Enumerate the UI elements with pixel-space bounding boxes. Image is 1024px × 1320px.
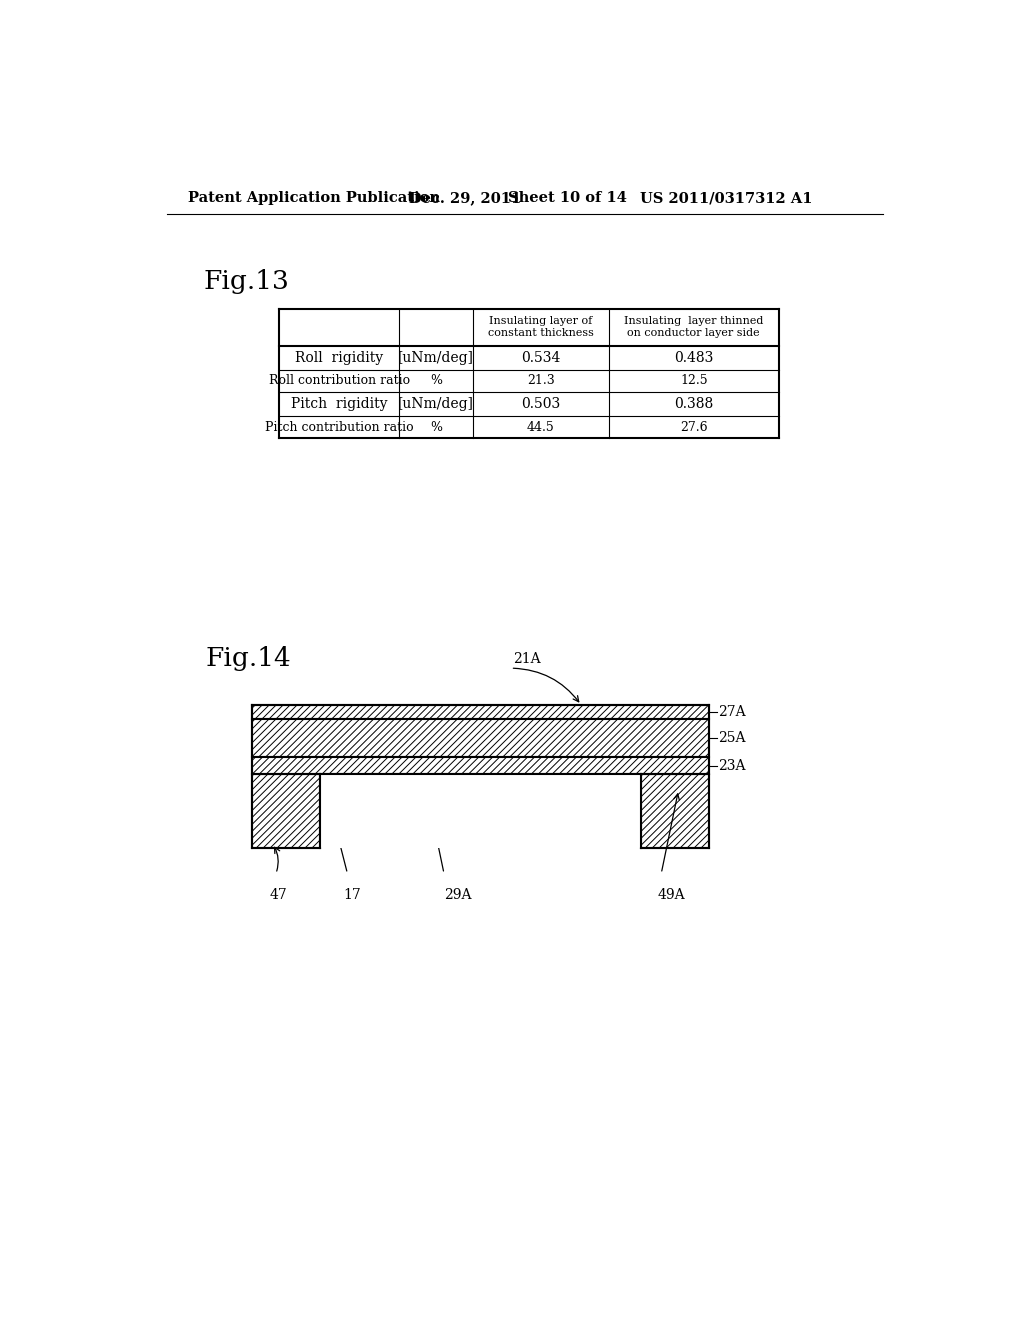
Text: 0.483: 0.483 <box>674 351 714 364</box>
Text: 29A: 29A <box>444 888 471 903</box>
Text: %: % <box>430 375 442 388</box>
Text: 0.388: 0.388 <box>674 397 714 411</box>
Text: 21A: 21A <box>513 652 541 665</box>
Bar <box>321 775 641 847</box>
Text: 0.534: 0.534 <box>521 351 560 364</box>
Bar <box>252 775 321 847</box>
Text: Pitch contribution ratio: Pitch contribution ratio <box>265 421 414 434</box>
Text: 23A: 23A <box>719 759 746 774</box>
Text: Roll  rigidity: Roll rigidity <box>295 351 383 364</box>
Text: 21.3: 21.3 <box>526 375 555 388</box>
Text: Fig.13: Fig.13 <box>204 269 290 294</box>
Text: Patent Application Publication: Patent Application Publication <box>188 191 440 206</box>
Text: 27A: 27A <box>719 705 746 719</box>
Text: 12.5: 12.5 <box>680 375 708 388</box>
Bar <box>252 705 710 719</box>
Text: 27.6: 27.6 <box>680 421 708 434</box>
Text: [uNm/deg]: [uNm/deg] <box>398 397 474 411</box>
Text: Roll contribution ratio: Roll contribution ratio <box>268 375 410 388</box>
Text: Fig.14: Fig.14 <box>206 647 291 672</box>
Bar <box>641 775 710 847</box>
Text: 0.503: 0.503 <box>521 397 560 411</box>
Text: %: % <box>430 421 442 434</box>
Text: US 2011/0317312 A1: US 2011/0317312 A1 <box>640 191 812 206</box>
Text: Insulating  layer thinned
on conductor layer side: Insulating layer thinned on conductor la… <box>624 317 764 338</box>
Bar <box>252 758 710 775</box>
Text: [uNm/deg]: [uNm/deg] <box>398 351 474 364</box>
Text: Pitch  rigidity: Pitch rigidity <box>291 397 387 411</box>
Text: 25A: 25A <box>719 731 746 746</box>
Text: 17: 17 <box>344 888 361 903</box>
Text: 47: 47 <box>269 888 288 903</box>
Text: Sheet 10 of 14: Sheet 10 of 14 <box>508 191 627 206</box>
Text: Insulating layer of
constant thickness: Insulating layer of constant thickness <box>487 317 594 338</box>
Text: Dec. 29, 2011: Dec. 29, 2011 <box>410 191 521 206</box>
Text: 44.5: 44.5 <box>526 421 555 434</box>
Text: 49A: 49A <box>657 888 685 903</box>
Bar <box>252 719 710 758</box>
